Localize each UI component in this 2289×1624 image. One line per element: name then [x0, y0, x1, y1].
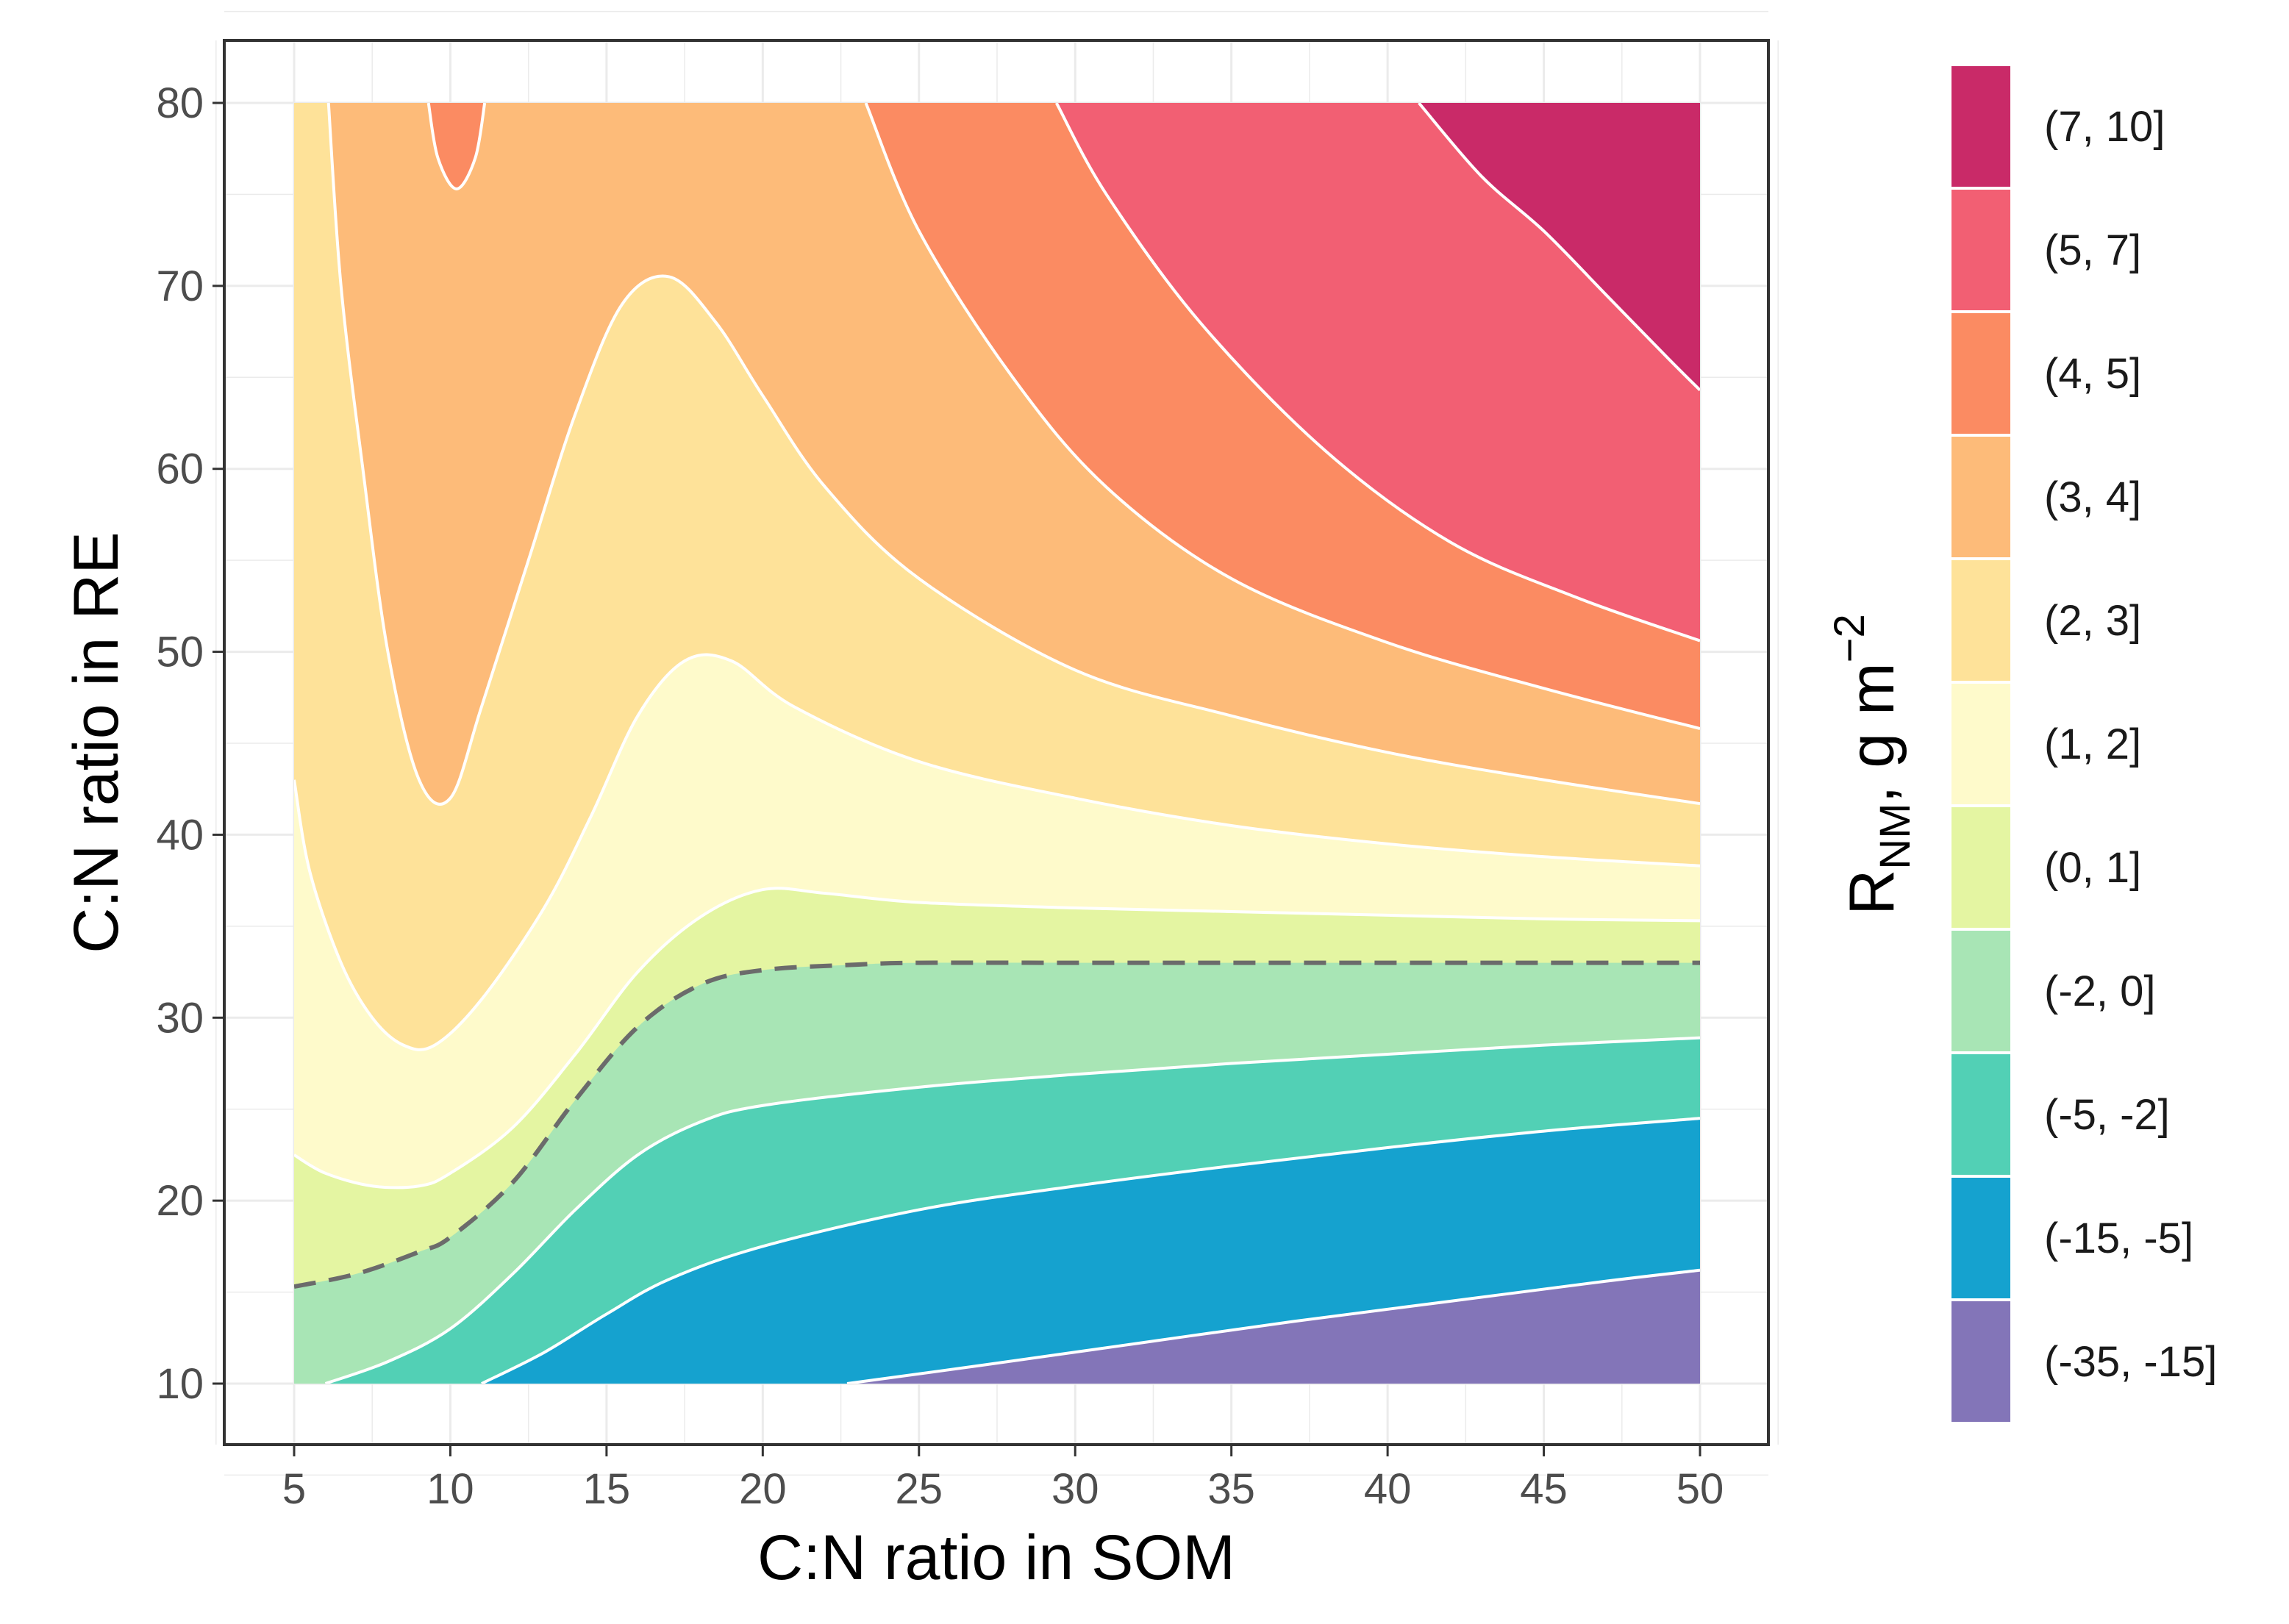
contour-line	[326, 103, 1700, 806]
legend-label: (3, 4]	[2044, 473, 2141, 521]
contour-line	[481, 1117, 1700, 1384]
x-tick-label: 45	[1520, 1465, 1568, 1513]
contour-line	[294, 887, 1700, 1190]
legend-label: (0, 1]	[2044, 844, 2141, 892]
legend-swatch	[1949, 1298, 2013, 1425]
legend-label: (2, 3]	[2044, 597, 2141, 645]
x-axis-ticks: 5 10 15 20 25 30 35 40 45 50	[282, 1445, 1724, 1513]
legend-swatch	[1949, 1175, 2013, 1301]
contour-line	[846, 1268, 1700, 1384]
y-tick-label: 60	[156, 446, 204, 493]
legend-label: (-15, -5]	[2044, 1215, 2193, 1262]
legend-label: (1, 2]	[2044, 720, 2141, 768]
contour-lines	[294, 103, 1700, 1384]
legend-label: (-5, -2]	[2044, 1091, 2170, 1139]
panel-border	[223, 39, 1770, 1446]
legend-swatch	[1949, 1051, 2013, 1178]
y-axis-ticks: 10 20 30 40 50 60 70 80	[156, 79, 224, 1408]
x-tick-label: 15	[583, 1465, 631, 1513]
y-axis-title: C:N ratio in RE	[61, 532, 132, 954]
legend-label: (-2, 0]	[2044, 967, 2156, 1015]
legend-swatch	[1949, 681, 2013, 807]
contour-line	[324, 1036, 1700, 1384]
legend-label: (4, 5]	[2044, 350, 2141, 398]
y-tick-label: 70	[156, 262, 204, 310]
y-tick-label: 30	[156, 994, 204, 1042]
legend-swatch	[1949, 310, 2013, 437]
legend: (7, 10] (5, 7] (4, 5] (3, 4] (2, 3] (1, 2] (0,…	[1949, 63, 2217, 1425]
contour-line	[864, 103, 1700, 731]
x-tick-label: 30	[1051, 1465, 1099, 1513]
contour-fills	[294, 103, 1700, 1384]
contour-line	[426, 103, 487, 190]
contour-line	[294, 653, 1700, 1051]
y-tick-label: 50	[156, 629, 204, 676]
y-tick-label: 40	[156, 811, 204, 859]
y-tick-label: 20	[156, 1177, 204, 1225]
legend-swatch	[1949, 187, 2013, 313]
legend-swatch	[1949, 928, 2013, 1054]
y-tick-label: 80	[156, 79, 204, 127]
x-tick-label: 10	[426, 1465, 474, 1513]
contour-band	[1056, 103, 1700, 641]
x-tick-label: 5	[282, 1465, 306, 1513]
legend-swatch	[1949, 63, 2013, 190]
x-tick-label: 35	[1207, 1465, 1255, 1513]
contour-line	[1418, 103, 1700, 392]
legend-label: (-35, -15]	[2044, 1338, 2217, 1386]
x-tick-label: 20	[739, 1465, 787, 1513]
legend-swatch	[1949, 434, 2013, 560]
x-tick-label: 50	[1676, 1465, 1724, 1513]
x-tick-label: 25	[896, 1465, 943, 1513]
y-tick-label: 10	[156, 1360, 204, 1408]
legend-label: (7, 10]	[2044, 103, 2165, 151]
zero-contour-line	[294, 960, 1700, 1289]
x-axis-title: C:N ratio in SOM	[757, 1523, 1235, 1593]
legend-label: (5, 7]	[2044, 226, 2141, 274]
contour-line	[1054, 103, 1700, 643]
legend-title: RNM, g m−2	[1826, 614, 1919, 915]
legend-swatch	[1949, 557, 2013, 684]
legend-swatch	[1949, 804, 2013, 931]
x-tick-label: 40	[1364, 1465, 1412, 1513]
